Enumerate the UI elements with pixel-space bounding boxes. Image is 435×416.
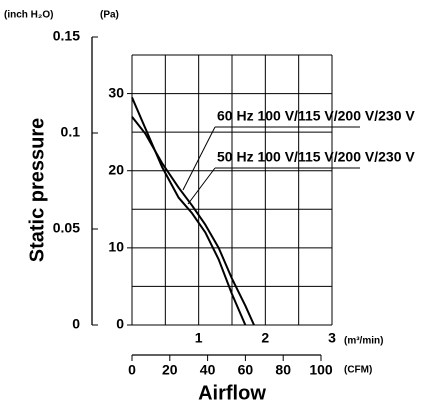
x-label: Airflow — [198, 382, 266, 404]
series-label: 50 Hz 100 V/115 V/200 V/230 V — [217, 149, 415, 165]
y2-tick-label: 0 — [72, 316, 80, 332]
x2-tick-label: 80 — [275, 362, 291, 378]
x-tick-label: 3 — [328, 330, 336, 346]
x2-tick-label: 100 — [309, 362, 333, 378]
x-tick-label: 2 — [261, 330, 269, 346]
y-tick-label: 30 — [108, 84, 124, 100]
y-unit: (Pa) — [100, 10, 119, 21]
series-label: 60 Hz 100 V/115 V/200 V/230 V — [217, 108, 415, 124]
x2-tick-label: 60 — [238, 362, 254, 378]
x-unit: (m³/min) — [344, 336, 383, 347]
curve — [131, 116, 255, 326]
x2-tick-label: 0 — [128, 362, 136, 378]
x2-unit: (CFM) — [344, 365, 372, 376]
x2-tick-label: 40 — [200, 362, 216, 378]
y2-tick-label: 0.1 — [61, 124, 81, 140]
y2-unit: (inch H₂O) — [4, 10, 53, 21]
y2-tick-label: 0.15 — [53, 28, 80, 44]
curve — [131, 97, 247, 326]
y-tick-label: 10 — [108, 239, 124, 255]
x2-tick-label: 20 — [162, 362, 178, 378]
x-tick-label: 1 — [195, 330, 203, 346]
y2-tick-label: 0.05 — [53, 220, 80, 236]
y-tick-label: 20 — [108, 161, 124, 177]
y-tick-label: 0 — [116, 316, 124, 332]
leader — [187, 167, 216, 205]
y-label: Static pressure — [26, 118, 48, 263]
